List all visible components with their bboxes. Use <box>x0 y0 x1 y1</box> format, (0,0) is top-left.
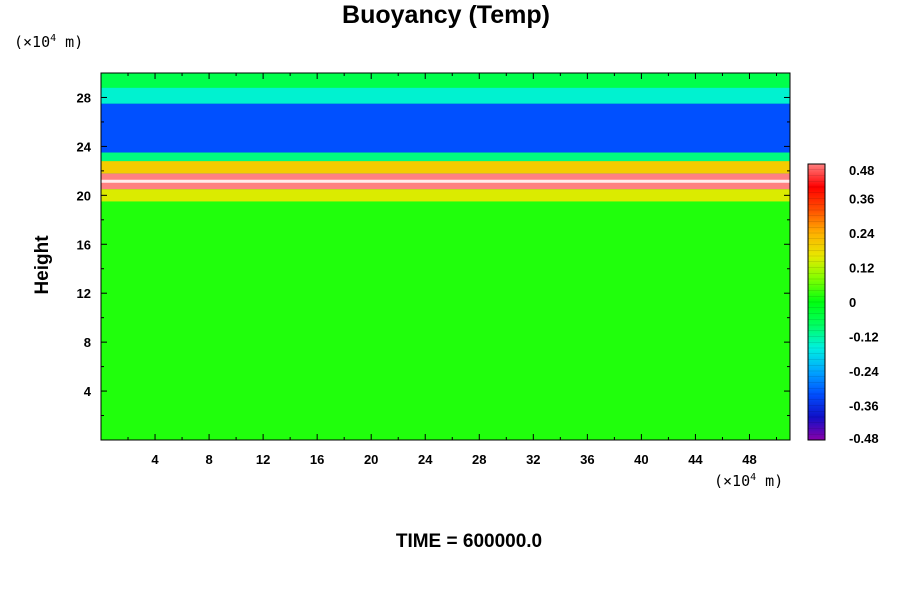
heatmap-band <box>101 161 790 174</box>
x-tick-label: 16 <box>310 452 324 467</box>
x-axis-unit: (×104 m) <box>714 472 783 490</box>
y-tick-label: 28 <box>77 90 91 105</box>
colorbar-tick-label: -0.36 <box>849 399 879 414</box>
colorbar-tick-label: -0.12 <box>849 330 879 345</box>
x-tick-label: 12 <box>256 452 270 467</box>
colorbar-tick-label: 0.48 <box>849 163 874 178</box>
colorbar-tick-label: -0.48 <box>849 431 879 446</box>
colorbar-tick-label: 0.12 <box>849 261 874 276</box>
heatmap-band <box>101 73 790 88</box>
time-label: TIME = 600000.0 <box>395 531 543 552</box>
x-unit-suffix: m) <box>756 472 784 490</box>
x-unit-exponent: 4 <box>750 472 757 483</box>
x-tick-label: 40 <box>634 452 648 467</box>
heatmap-band-core <box>101 179 790 183</box>
y-tick-label: 24 <box>77 139 92 154</box>
x-tick-label: 28 <box>472 452 486 467</box>
x-unit-prefix: (×10 <box>714 472 751 490</box>
heatmap-band <box>101 189 790 202</box>
y-tick-label: 12 <box>77 286 91 301</box>
y-tick-label: 8 <box>84 335 91 350</box>
chart-title: Buoyancy (Temp) <box>342 1 550 29</box>
x-tick-label: 36 <box>580 452 594 467</box>
colorbar <box>808 164 825 440</box>
y-tick-label: 20 <box>77 188 91 203</box>
x-tick-label: 4 <box>151 452 159 467</box>
y-unit-prefix: (×10 <box>14 33 51 51</box>
x-tick-label: 8 <box>205 452 212 467</box>
colorbar-tick-label: -0.24 <box>849 364 879 379</box>
heatmap-band <box>101 201 790 440</box>
heatmap-band <box>101 87 790 104</box>
y-unit-suffix: m) <box>56 33 84 51</box>
colorbar-tick-label: 0.36 <box>849 192 874 207</box>
x-tick-label: 48 <box>742 452 756 467</box>
heatmap-band <box>101 103 790 153</box>
y-axis-unit: (×104 m) <box>14 33 83 51</box>
colorbar-tick-label: 0.24 <box>849 226 875 241</box>
colorbar-tick-label: 0 <box>849 295 856 310</box>
heatmap-band <box>101 152 790 162</box>
y-unit-exponent: 4 <box>50 33 57 44</box>
x-tick-label: 32 <box>526 452 540 467</box>
x-tick-label: 44 <box>688 452 703 467</box>
y-tick-label: 4 <box>84 384 92 399</box>
x-tick-label: 24 <box>418 452 433 467</box>
colorbar-frame <box>807 163 826 441</box>
y-tick-label: 16 <box>77 237 91 252</box>
plot-frame <box>100 72 791 441</box>
x-tick-label: 20 <box>364 452 378 467</box>
